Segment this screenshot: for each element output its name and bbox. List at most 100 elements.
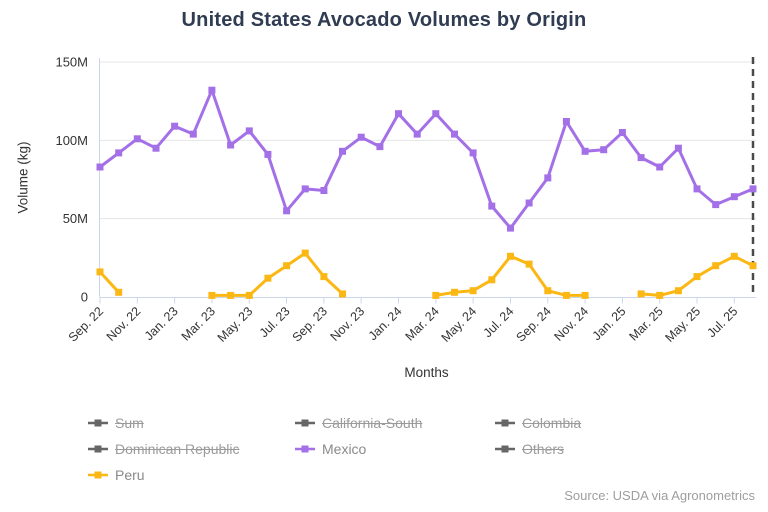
mexico-point-may-25[interactable] bbox=[693, 185, 701, 193]
peru-point-apr-23[interactable] bbox=[227, 291, 235, 299]
peru-point-mar-24[interactable] bbox=[432, 291, 440, 299]
source-credits: Source: USDA via Agronometrics bbox=[564, 488, 755, 503]
x-tick-label-jan-24: Jan. 24 bbox=[366, 304, 405, 343]
legend-item-dominican-republic[interactable]: Dominican Republic bbox=[88, 439, 295, 458]
legend-item-peru[interactable]: Peru bbox=[88, 465, 295, 484]
mexico-point-oct-23[interactable] bbox=[339, 147, 346, 155]
mexico-point-jan-24[interactable] bbox=[395, 110, 402, 118]
peru-point-oct-24[interactable] bbox=[562, 291, 570, 299]
mexico-point-mar-25[interactable] bbox=[656, 163, 664, 171]
legend-item-california-south[interactable]: California-South bbox=[295, 413, 495, 432]
x-tick-label-jan-25: Jan. 25 bbox=[590, 304, 629, 343]
mexico-point-sep-24[interactable] bbox=[544, 174, 552, 182]
legend-label-sum: Sum bbox=[115, 414, 144, 431]
legend-symbol-california-south bbox=[295, 419, 315, 426]
mexico-point-apr-25[interactable] bbox=[674, 144, 682, 152]
legend-label-colombia: Colombia bbox=[522, 414, 582, 431]
mexico-point-jul-25[interactable] bbox=[730, 193, 738, 201]
peru-point-may-25[interactable] bbox=[693, 273, 701, 281]
peru-point-aug-23[interactable] bbox=[301, 249, 309, 257]
mexico-point-oct-24[interactable] bbox=[562, 118, 570, 125]
peru-point-jun-25[interactable] bbox=[712, 262, 720, 270]
mexico-point-jul-23[interactable] bbox=[283, 207, 291, 215]
legend-item-mexico[interactable]: Mexico bbox=[295, 439, 495, 458]
mexico-point-nov-23[interactable] bbox=[357, 133, 365, 141]
x-tick-label-sep-24: Sep. 24 bbox=[514, 304, 554, 344]
legend-symbol-peru bbox=[88, 471, 108, 478]
mexico-point-nov-22[interactable] bbox=[133, 135, 141, 143]
mexico-point-jul-24[interactable] bbox=[507, 224, 514, 232]
peru-point-mar-25[interactable] bbox=[656, 291, 664, 299]
mexico-point-dec-23[interactable] bbox=[376, 143, 384, 151]
legend-item-colombia[interactable]: Colombia bbox=[495, 413, 748, 432]
mexico-point-aug-25[interactable] bbox=[749, 185, 757, 193]
legend-item-sum[interactable]: Sum bbox=[88, 413, 295, 432]
peru-point-sep-24[interactable] bbox=[544, 287, 552, 295]
mexico-point-dec-22[interactable] bbox=[152, 144, 160, 152]
x-axis-title: Months bbox=[404, 365, 449, 380]
peru-point-jul-25[interactable] bbox=[730, 252, 738, 260]
peru-point-oct-22[interactable] bbox=[115, 288, 123, 296]
legend-symbol-colombia bbox=[495, 419, 515, 426]
mexico-point-may-24[interactable] bbox=[469, 149, 477, 157]
legend-symbol-mexico bbox=[295, 445, 315, 452]
chart-title: United States Avocado Volumes by Origin bbox=[181, 9, 587, 31]
mexico-point-mar-24[interactable] bbox=[432, 110, 440, 118]
x-tick-label-sep-22: Sep. 22 bbox=[66, 304, 106, 344]
peru-point-apr-25[interactable] bbox=[674, 287, 682, 295]
x-tick-label-mar-24: Mar. 24 bbox=[403, 304, 442, 343]
peru-point-feb-25[interactable] bbox=[637, 290, 645, 298]
x-tick-label-jul-25: Jul. 25 bbox=[705, 304, 741, 340]
x-tick-label-jul-24: Jul. 24 bbox=[481, 304, 517, 340]
peru-point-mar-23[interactable] bbox=[208, 291, 216, 299]
mexico-point-nov-24[interactable] bbox=[581, 147, 589, 155]
peru-point-apr-24[interactable] bbox=[451, 288, 458, 296]
peru-point-nov-24[interactable] bbox=[581, 291, 589, 299]
legend-symbol-dominican-republic bbox=[88, 445, 108, 452]
peru-point-oct-23[interactable] bbox=[339, 290, 346, 298]
mexico-series-line bbox=[99, 88, 754, 230]
x-tick-label-nov-23: Nov. 23 bbox=[328, 304, 368, 344]
mexico-point-jan-23[interactable] bbox=[171, 122, 179, 130]
mexico-point-sep-23[interactable] bbox=[320, 187, 328, 194]
peru-point-jun-24[interactable] bbox=[488, 276, 496, 284]
mexico-point-jun-25[interactable] bbox=[712, 201, 720, 209]
mexico-point-apr-23[interactable] bbox=[227, 141, 235, 149]
x-tick-label-may-24: May. 24 bbox=[439, 304, 480, 345]
mexico-point-aug-23[interactable] bbox=[301, 185, 309, 193]
chart-legend: Sum California-South Colombia Dominican Rep… bbox=[88, 413, 748, 484]
peru-series bbox=[96, 249, 757, 299]
peru-point-aug-25[interactable] bbox=[749, 262, 757, 270]
mexico-point-aug-24[interactable] bbox=[525, 199, 533, 207]
y-axis-title: Volume (kg) bbox=[15, 141, 31, 214]
legend-label-peru: Peru bbox=[115, 466, 145, 483]
peru-point-sep-23[interactable] bbox=[320, 273, 328, 281]
mexico-point-apr-24[interactable] bbox=[451, 130, 458, 138]
peru-point-aug-24[interactable] bbox=[525, 260, 533, 268]
mexico-point-feb-24[interactable] bbox=[413, 130, 421, 138]
peru-point-sep-22[interactable] bbox=[96, 268, 104, 276]
mexico-point-dec-24[interactable] bbox=[600, 146, 608, 154]
peru-point-may-24[interactable] bbox=[469, 287, 477, 295]
mexico-point-jun-24[interactable] bbox=[488, 202, 496, 210]
legend-label-california-south: California-South bbox=[322, 414, 423, 431]
mexico-point-sep-22[interactable] bbox=[96, 163, 104, 171]
x-tick-label-may-25: May. 25 bbox=[662, 304, 703, 345]
peru-point-may-23[interactable] bbox=[245, 291, 253, 299]
mexico-point-oct-22[interactable] bbox=[115, 149, 123, 157]
peru-point-jul-23[interactable] bbox=[283, 262, 291, 270]
mexico-point-mar-23[interactable] bbox=[208, 86, 216, 94]
legend-label-mexico: Mexico bbox=[322, 440, 367, 457]
mexico-point-may-23[interactable] bbox=[245, 127, 253, 135]
mexico-point-jun-23[interactable] bbox=[264, 150, 272, 158]
mexico-point-jan-25[interactable] bbox=[618, 129, 626, 136]
legend-label-dominican-republic: Dominican Republic bbox=[115, 440, 240, 457]
mexico-point-feb-25[interactable] bbox=[637, 154, 645, 162]
y-gridlines bbox=[100, 61, 756, 220]
axes bbox=[99, 58, 756, 298]
peru-point-jun-23[interactable] bbox=[264, 274, 272, 282]
peru-point-jul-24[interactable] bbox=[507, 252, 514, 260]
legend-item-others[interactable]: Others bbox=[495, 439, 748, 458]
mexico-point-feb-23[interactable] bbox=[189, 130, 197, 138]
